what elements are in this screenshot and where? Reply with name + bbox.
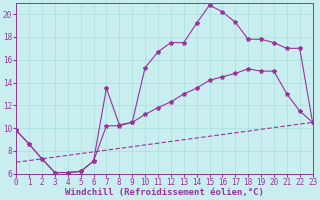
X-axis label: Windchill (Refroidissement éolien,°C): Windchill (Refroidissement éolien,°C) [65,188,264,197]
